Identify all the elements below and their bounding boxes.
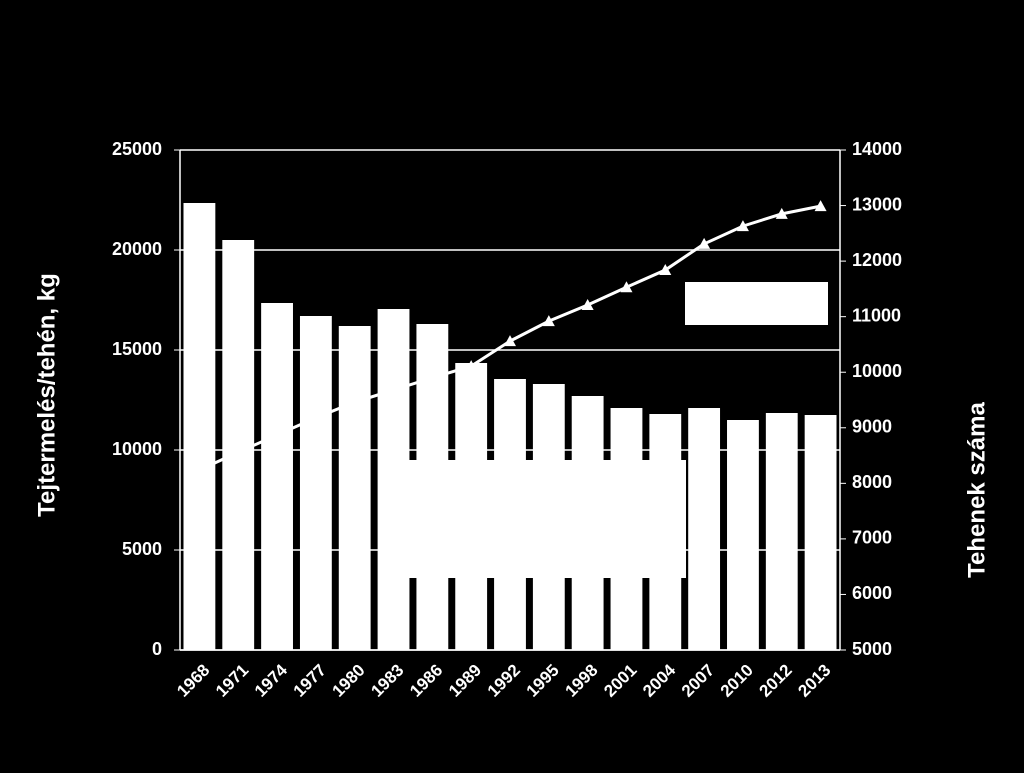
y2-tick-label: 14000 — [852, 139, 902, 159]
bar — [261, 303, 293, 650]
y2-tick-label: 5000 — [852, 639, 892, 659]
marker — [504, 335, 516, 347]
bar — [222, 240, 255, 650]
bar — [765, 413, 798, 650]
annotation-box — [383, 460, 686, 578]
y-tick-label: 10000 — [112, 439, 162, 459]
y-tick-label: 0 — [152, 639, 162, 659]
y2-tick-label: 7000 — [852, 528, 892, 548]
marker — [387, 384, 400, 395]
bar — [299, 316, 332, 650]
bar — [688, 408, 721, 650]
marker — [775, 207, 788, 219]
marker — [620, 281, 633, 293]
marker — [271, 429, 284, 440]
marker — [736, 220, 749, 232]
marker — [348, 396, 361, 408]
marker — [465, 360, 478, 372]
y2-tick-label: 9000 — [852, 417, 892, 437]
marker — [426, 371, 439, 383]
marker — [814, 200, 827, 212]
marker — [309, 411, 322, 423]
marker — [542, 315, 555, 327]
y-axis-title: Tejtermelés/tehén, kg — [33, 273, 60, 517]
marker — [698, 237, 711, 249]
marker — [659, 264, 672, 275]
y2-tick-label: 11000 — [852, 305, 901, 325]
legend-box — [685, 282, 828, 325]
y2-tick-label: 8000 — [852, 472, 892, 492]
bar — [338, 326, 371, 650]
y-tick-label: 20000 — [112, 239, 162, 259]
bar — [804, 415, 837, 650]
y2-tick-label: 6000 — [852, 583, 892, 603]
marker — [581, 299, 594, 310]
marker — [193, 464, 206, 475]
y2-axis-title: Tehenek száma — [963, 402, 990, 578]
bar — [183, 203, 216, 650]
bar — [727, 420, 759, 650]
y-tick-label: 25000 — [112, 139, 162, 159]
y-tick-label: 15000 — [112, 339, 162, 359]
marker — [232, 446, 245, 458]
y2-tick-label: 13000 — [852, 194, 902, 214]
y2-tick-label: 10000 — [852, 361, 902, 381]
y2-tick-label: 12000 — [852, 250, 902, 270]
y-tick-label: 5000 — [122, 539, 162, 559]
